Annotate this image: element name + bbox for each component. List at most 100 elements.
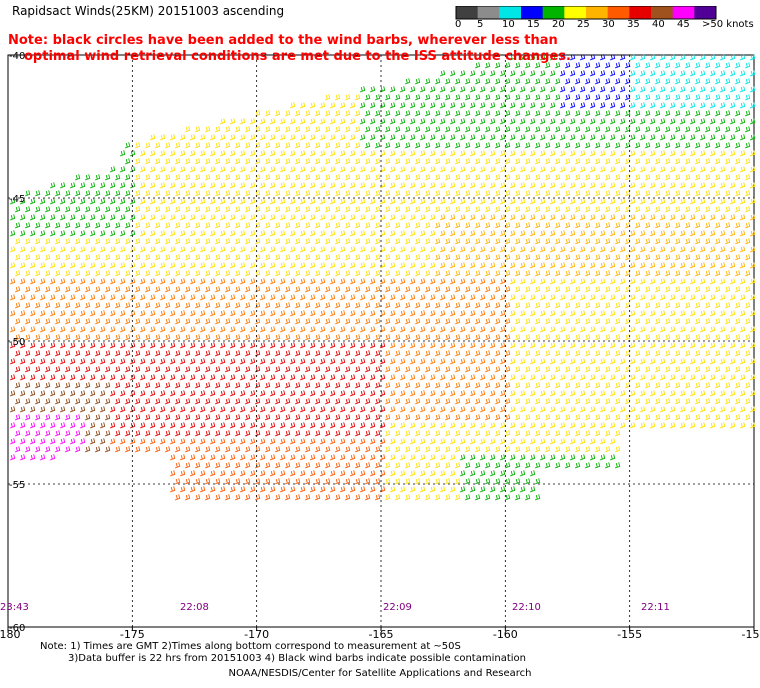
wind-barb [449, 438, 456, 445]
wind-barb [229, 422, 236, 429]
wind-barb [324, 350, 331, 357]
wind-barb [54, 254, 61, 261]
wind-barb [394, 174, 401, 181]
wind-barb [499, 470, 506, 477]
wind-barb [574, 414, 581, 421]
wind-barb [454, 398, 461, 405]
wind-barb [179, 326, 186, 333]
wind-barb [139, 278, 146, 285]
wind-barb [344, 142, 351, 149]
wind-barb [219, 470, 226, 477]
wind-barb [339, 198, 346, 205]
wind-barb [454, 430, 461, 437]
wind-barb [434, 126, 441, 133]
wind-barb [719, 262, 726, 269]
wind-barb [229, 342, 236, 349]
wind-barb [149, 134, 156, 141]
wind-barb [279, 486, 286, 493]
wind-barb [409, 422, 416, 429]
wind-barb [229, 358, 236, 365]
wind-barb [234, 318, 241, 325]
wind-barb [729, 246, 736, 253]
wind-barb [159, 326, 166, 333]
wind-barb [689, 134, 696, 141]
wind-barb [314, 478, 321, 485]
wind-barb [434, 414, 441, 421]
wind-barb [249, 262, 256, 269]
wind-barb [199, 198, 206, 205]
wind-barb [109, 166, 116, 173]
wind-barb [449, 278, 456, 285]
wind-barb [54, 366, 61, 373]
wind-barb [264, 190, 271, 197]
wind-barb [314, 398, 321, 405]
wind-barb [429, 422, 436, 429]
wind-barb [419, 134, 426, 141]
wind-barb [304, 302, 311, 309]
wind-barb [269, 246, 276, 253]
wind-barb [704, 206, 711, 213]
wind-barb [629, 294, 636, 301]
wind-barb [234, 206, 241, 213]
wind-barb [409, 470, 416, 477]
wind-barb [539, 166, 546, 173]
wind-barb [579, 374, 586, 381]
wind-barb [739, 342, 746, 349]
wind-barb [439, 486, 446, 493]
wind-barb [149, 438, 156, 445]
wind-barb [389, 326, 396, 333]
wind-barb [259, 486, 266, 493]
colorbar-swatch [521, 6, 544, 19]
wind-barb [174, 206, 181, 213]
wind-barb [589, 166, 596, 173]
wind-barb [599, 390, 606, 397]
wind-barb [544, 302, 551, 309]
wind-barb [654, 350, 661, 357]
wind-barb [664, 78, 671, 85]
wind-barb [504, 78, 511, 85]
wind-barb [294, 462, 301, 469]
wind-barb [79, 182, 86, 189]
wind-barb [384, 110, 391, 117]
wind-barb [164, 446, 171, 453]
wind-barb [569, 342, 576, 349]
wind-barb [734, 94, 741, 101]
wind-barb [509, 342, 516, 349]
wind-barb [69, 438, 76, 445]
wind-barb [424, 270, 431, 277]
wind-barb [99, 214, 106, 221]
wind-barb [339, 470, 346, 477]
wind-barb [744, 414, 751, 421]
wind-barb [639, 310, 646, 317]
wind-barb [569, 166, 576, 173]
wind-barb [194, 302, 201, 309]
wind-barb [489, 182, 496, 189]
wind-barb [14, 270, 21, 277]
wind-barb [629, 70, 636, 77]
wind-barb [719, 422, 726, 429]
wind-barb [539, 118, 546, 125]
wind-barb [164, 270, 171, 277]
wind-barb [684, 398, 691, 405]
wind-barb [199, 374, 206, 381]
wind-barb [349, 374, 356, 381]
wind-barb [314, 382, 321, 389]
wind-barb [199, 358, 206, 365]
wind-barb [569, 358, 576, 365]
wind-barb [169, 246, 176, 253]
wind-barb [299, 422, 306, 429]
wind-barb [699, 422, 706, 429]
wind-barb [409, 134, 416, 141]
wind-barb [39, 246, 46, 253]
wind-barb [409, 486, 416, 493]
wind-barb [329, 454, 336, 461]
wind-barb [184, 286, 191, 293]
wind-barb [179, 134, 186, 141]
wind-barb [364, 126, 371, 133]
wind-barb [179, 198, 186, 205]
wind-barb [189, 374, 196, 381]
wind-barb [659, 342, 666, 349]
wind-barb [364, 222, 371, 229]
wind-barb [664, 206, 671, 213]
wind-barb [494, 142, 501, 149]
